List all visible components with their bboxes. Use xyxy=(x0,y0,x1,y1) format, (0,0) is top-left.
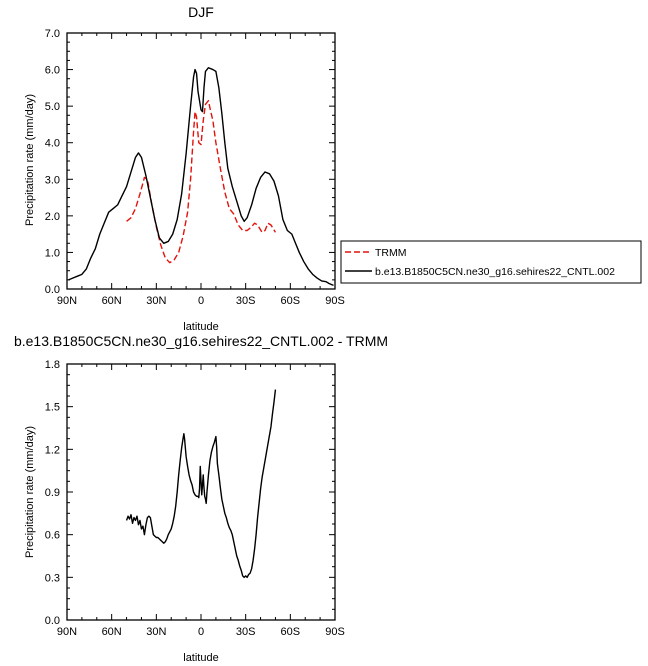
y-tick-label: 0.0 xyxy=(45,284,60,296)
legend: TRMM b.e13.B1850C5CN.ne30_g16.sehires22_… xyxy=(340,240,642,284)
y-tick-label: 1.0 xyxy=(45,247,60,259)
x-tick-label: 60S xyxy=(281,626,301,638)
x-tick-label: 30S xyxy=(236,295,256,307)
y-tick-label: 0.9 xyxy=(45,487,60,499)
y-tick-label: 1.2 xyxy=(45,444,60,456)
x-tick-label: 60N xyxy=(102,295,122,307)
y-tick-label: 6.0 xyxy=(45,65,60,77)
y-tick-label: 0.3 xyxy=(45,572,60,584)
y-tick-label: 4.0 xyxy=(45,138,60,150)
series-layer xyxy=(68,67,334,286)
precipitation-difference-panel: b.e13.B1850C5CN.ne30_g16.sehires22_CNTL.… xyxy=(14,333,388,664)
y-tick-label: 0.0 xyxy=(45,615,60,627)
y-tick-label: 7.0 xyxy=(45,28,60,40)
x-tick-label: 30S xyxy=(236,626,256,638)
x-axis-label: latitude xyxy=(183,652,218,664)
y-axis: 0.0 0.3 0.6 0.9 1.2 1.5 1.8 xyxy=(45,359,335,627)
y-axis: 0.0 1.0 2.0 3.0 4.0 5.0 6.0 7.0 xyxy=(45,28,335,296)
y-tick-label: 2.0 xyxy=(45,211,60,223)
y-tick-label: 1.8 xyxy=(45,359,60,371)
legend-label-trmm: TRMM xyxy=(375,247,407,259)
x-tick-label: 30N xyxy=(146,295,166,307)
y-tick-label: 0.6 xyxy=(45,530,60,542)
x-tick-label: 0 xyxy=(198,626,204,638)
y-axis-label: Precipitation rate (mm/day) xyxy=(24,94,36,226)
chart-title: DJF xyxy=(188,4,214,20)
series-line-difference xyxy=(125,389,277,579)
x-tick-label: 60S xyxy=(281,295,301,307)
x-tick-label: 90S xyxy=(325,295,345,307)
y-tick-label: 5.0 xyxy=(45,101,60,113)
series-layer xyxy=(125,389,277,579)
plot-frame xyxy=(66,32,336,290)
y-tick-label: 3.0 xyxy=(45,174,60,186)
x-tick-label: 60N xyxy=(102,626,122,638)
precipitation-djf-panel: DJF 90N 60N 30N 0 30S 60S 90S 0.0 1.0 2.0 3.0 4.0 5… xyxy=(24,4,345,333)
chart-title: b.e13.B1850C5CN.ne30_g16.sehires22_CNTL.… xyxy=(14,333,388,349)
series-line-model xyxy=(68,67,334,286)
y-tick-label: 1.5 xyxy=(45,402,60,414)
x-axis: 90N 60N 30N 0 30S 60S 90S xyxy=(57,33,345,307)
x-tick-label: 90S xyxy=(325,626,345,638)
y-axis-label: Precipitation rate (mm/day) xyxy=(24,426,36,558)
legend-box xyxy=(340,240,642,284)
x-tick-label: 30N xyxy=(146,626,166,638)
series-line-trmm xyxy=(126,99,277,264)
x-axis: 90N 60N 30N 0 30S 60S 90S xyxy=(57,364,345,638)
plot-frame xyxy=(66,363,336,621)
x-tick-label: 0 xyxy=(198,295,204,307)
legend-label-model: b.e13.B1850C5CN.ne30_g16.sehires22_CNTL.… xyxy=(375,266,615,278)
x-tick-label: 90N xyxy=(57,626,77,638)
x-axis-label: latitude xyxy=(183,321,218,333)
x-tick-label: 90N xyxy=(57,295,77,307)
